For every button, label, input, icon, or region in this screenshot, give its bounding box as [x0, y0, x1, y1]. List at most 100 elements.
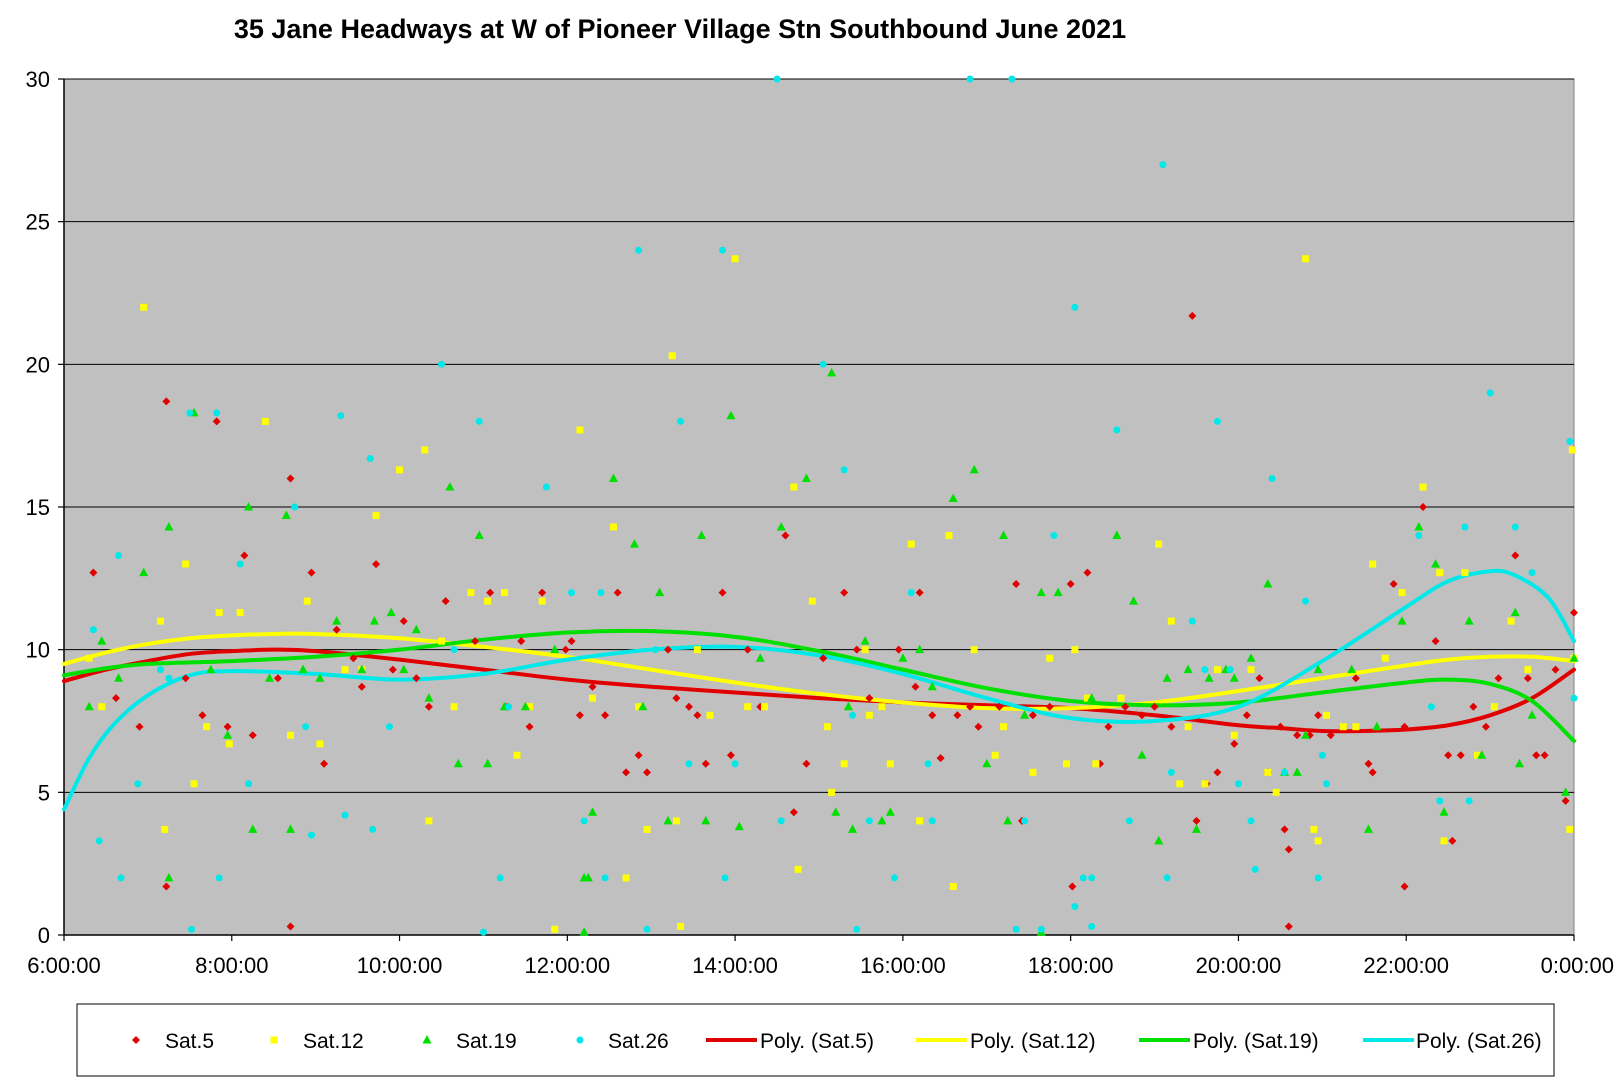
- y-tick-label: 30: [26, 67, 50, 92]
- data-point: [1137, 750, 1147, 759]
- data-point: [969, 464, 979, 474]
- data-point: [425, 817, 433, 825]
- data-point: [135, 722, 144, 731]
- trendline-poly-sat-12: [62, 631, 1576, 711]
- data-point: [915, 588, 924, 597]
- data-point: [1121, 702, 1130, 711]
- data-point: [1481, 722, 1490, 731]
- data-point: [1400, 882, 1409, 891]
- data-point: [332, 616, 342, 625]
- data-point: [1490, 703, 1498, 711]
- data-point: [1083, 568, 1092, 577]
- data-point: [525, 722, 534, 731]
- data-point: [526, 703, 534, 711]
- data-point: [291, 503, 299, 511]
- data-point: [1431, 559, 1441, 568]
- data-point: [865, 817, 873, 825]
- data-point: [970, 646, 978, 654]
- data-point: [479, 928, 487, 936]
- data-point: [651, 646, 659, 654]
- data-point: [341, 666, 349, 674]
- data-point: [840, 466, 848, 474]
- trendline-poly-sat-26: [62, 568, 1576, 812]
- data-point: [188, 925, 196, 933]
- data-point: [1511, 523, 1519, 531]
- data-point: [1272, 788, 1280, 796]
- data-point: [927, 681, 937, 691]
- data-point: [1188, 617, 1196, 625]
- data-point: [357, 664, 367, 674]
- data-point: [281, 510, 291, 520]
- data-point: [776, 521, 786, 531]
- legend-label: Poly. (Sat.26): [1416, 1030, 1542, 1053]
- series-sat-26: [89, 75, 1578, 936]
- data-point: [1302, 597, 1310, 605]
- data-point: [223, 730, 233, 739]
- data-point: [991, 751, 999, 759]
- data-point: [1050, 532, 1058, 540]
- data-point: [1313, 664, 1323, 674]
- legend-label: Sat.5: [165, 1030, 214, 1053]
- data-point: [385, 723, 393, 731]
- data-point: [865, 694, 874, 703]
- data-point: [1419, 483, 1427, 491]
- data-point: [1339, 723, 1347, 731]
- data-point: [1400, 722, 1409, 731]
- data-point: [684, 702, 693, 711]
- data-point: [538, 597, 546, 605]
- data-point: [198, 711, 207, 720]
- data-point: [635, 703, 643, 711]
- data-point: [1323, 711, 1331, 719]
- data-point: [865, 711, 873, 719]
- data-point: [357, 682, 366, 691]
- data-point: [245, 780, 253, 788]
- data-point: [366, 454, 374, 462]
- data-point: [1226, 666, 1234, 674]
- data-point: [212, 417, 221, 426]
- data-point: [608, 473, 618, 482]
- data-point: [1494, 674, 1503, 683]
- data-point: [1469, 702, 1478, 711]
- data-point: [1012, 925, 1020, 933]
- data-point: [1284, 845, 1293, 854]
- data-point: [1551, 665, 1560, 674]
- data-point: [664, 645, 672, 654]
- data-point: [1514, 758, 1524, 768]
- data-point: [1314, 837, 1322, 845]
- data-point: [706, 711, 714, 719]
- data-point: [475, 417, 483, 425]
- data-point: [629, 539, 639, 548]
- data-point: [181, 674, 190, 683]
- data-point: [287, 731, 294, 739]
- y-tick-label: 15: [26, 495, 50, 520]
- data-point: [85, 654, 93, 662]
- data-point: [115, 552, 123, 560]
- data-point: [1066, 580, 1075, 589]
- data-point: [1183, 664, 1193, 674]
- legend-item: Poly. (Sat.26): [1363, 1030, 1542, 1053]
- y-tick-label: 10: [26, 638, 50, 663]
- data-point: [496, 874, 504, 882]
- x-tick-label: 16:00:00: [860, 953, 946, 978]
- data-point: [928, 817, 936, 825]
- data-point: [1201, 780, 1209, 788]
- data-point: [801, 473, 811, 482]
- data-point: [609, 523, 617, 531]
- data-point: [719, 246, 727, 254]
- data-point: [517, 637, 526, 646]
- data-point: [89, 626, 97, 634]
- data-point: [1071, 902, 1079, 910]
- data-point: [412, 674, 421, 683]
- data-point: [286, 824, 295, 833]
- data-point: [848, 824, 858, 833]
- legend-label: Sat.19: [456, 1030, 517, 1053]
- data-point: [789, 808, 798, 817]
- x-tick-label: 0:00:00: [1541, 953, 1614, 978]
- data-point: [513, 751, 521, 759]
- data-point: [583, 872, 593, 882]
- y-tick-label: 25: [26, 210, 50, 235]
- data-point: [1247, 817, 1255, 825]
- data-point: [1234, 780, 1242, 788]
- data-point: [966, 702, 974, 711]
